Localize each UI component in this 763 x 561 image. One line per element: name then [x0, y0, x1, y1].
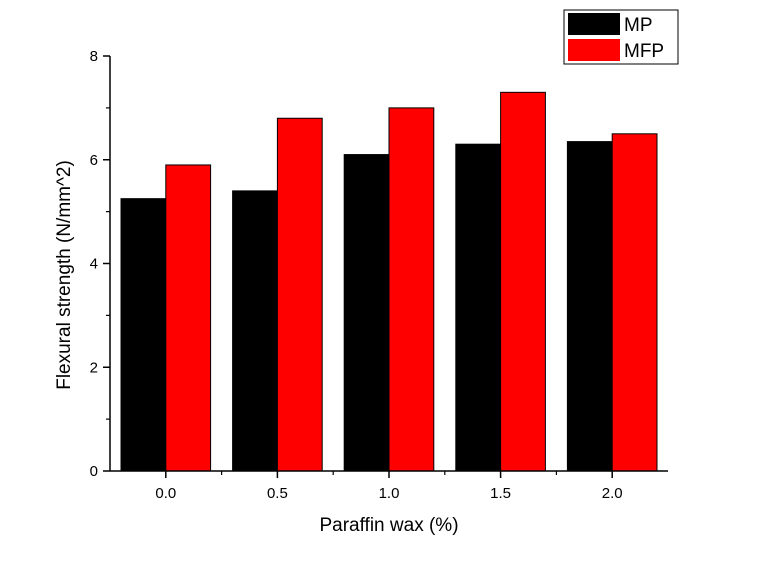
bar-mfp-1.5 [500, 91, 546, 472]
y-tick-label: 4 [90, 256, 98, 273]
bars-group [120, 91, 658, 472]
bar-mp-0.0 [120, 198, 167, 472]
bar-mp-1.0 [343, 154, 390, 472]
x-axis-label: Paraffin wax (%) [319, 515, 458, 536]
y-tick-label: 2 [90, 359, 98, 376]
bar-mp-1.5 [455, 143, 502, 472]
bar-mp-0.5 [232, 190, 278, 472]
y-tick-label: 8 [90, 48, 98, 65]
x-ticks-group: 0.0 0.5 1.0 1.5 2.0 [155, 471, 623, 502]
y-axis-label: Flexural strength (N/mm^2) [54, 160, 75, 390]
legend-label-mfp: MFP [624, 41, 664, 62]
bar-mp-2.0 [566, 141, 613, 472]
x-tick-label: 0.5 [267, 485, 288, 502]
legend-swatch-mfp [568, 39, 620, 61]
bar-mfp-1.0 [388, 107, 435, 472]
bar-mfp-0.0 [165, 164, 212, 472]
bar-mfp-2.0 [611, 133, 658, 472]
y-tick-label: 6 [90, 152, 98, 169]
bar-mfp-0.5 [276, 117, 323, 472]
x-tick-label: 1.5 [490, 485, 511, 502]
legend-label-mp: MP [624, 15, 653, 36]
x-tick-label: 0.0 [155, 485, 176, 502]
y-ticks-group: 0 2 4 6 8 [90, 48, 110, 480]
x-tick-label: 1.0 [379, 485, 400, 502]
legend-swatch-mp [568, 13, 620, 35]
legend: MP MFP [563, 9, 679, 65]
x-tick-label: 2.0 [602, 485, 623, 502]
y-tick-label: 0 [90, 463, 98, 480]
